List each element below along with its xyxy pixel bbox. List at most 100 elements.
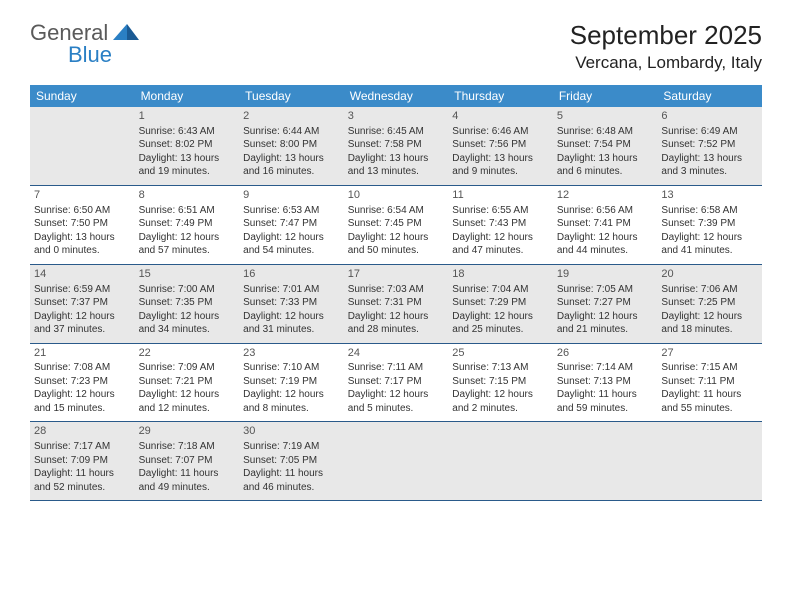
day-header: Thursday — [448, 85, 553, 107]
sunrise-line: Sunrise: 7:17 AM — [34, 440, 131, 454]
empty-cell — [30, 107, 135, 185]
sunrise-line: Sunrise: 7:10 AM — [243, 361, 340, 375]
daylight-line: Daylight: 12 hours and 47 minutes. — [452, 231, 549, 258]
logo: General Blue — [30, 20, 139, 68]
day-number: 15 — [139, 267, 236, 282]
day-number: 18 — [452, 267, 549, 282]
logo-text-blue: Blue — [68, 42, 139, 68]
sunrise-line: Sunrise: 7:19 AM — [243, 440, 340, 454]
sunset-line: Sunset: 7:47 PM — [243, 217, 340, 231]
sunrise-line: Sunrise: 6:51 AM — [139, 204, 236, 218]
day-header: Sunday — [30, 85, 135, 107]
day-cell: 1Sunrise: 6:43 AMSunset: 8:02 PMDaylight… — [135, 107, 240, 185]
day-header: Saturday — [657, 85, 762, 107]
day-cell: 29Sunrise: 7:18 AMSunset: 7:07 PMDayligh… — [135, 422, 240, 500]
sunset-line: Sunset: 8:00 PM — [243, 138, 340, 152]
empty-cell — [344, 422, 449, 500]
daylight-line: Daylight: 13 hours and 0 minutes. — [34, 231, 131, 258]
day-number: 28 — [34, 424, 131, 439]
sunrise-line: Sunrise: 6:59 AM — [34, 283, 131, 297]
daylight-line: Daylight: 11 hours and 52 minutes. — [34, 467, 131, 494]
sunset-line: Sunset: 7:23 PM — [34, 375, 131, 389]
sunset-line: Sunset: 7:58 PM — [348, 138, 445, 152]
sunset-line: Sunset: 8:02 PM — [139, 138, 236, 152]
daylight-line: Daylight: 12 hours and 41 minutes. — [661, 231, 758, 258]
daylight-line: Daylight: 12 hours and 54 minutes. — [243, 231, 340, 258]
daylight-line: Daylight: 12 hours and 50 minutes. — [348, 231, 445, 258]
sunset-line: Sunset: 7:27 PM — [557, 296, 654, 310]
daylight-line: Daylight: 12 hours and 44 minutes. — [557, 231, 654, 258]
sunrise-line: Sunrise: 7:11 AM — [348, 361, 445, 375]
day-cell: 2Sunrise: 6:44 AMSunset: 8:00 PMDaylight… — [239, 107, 344, 185]
day-number: 14 — [34, 267, 131, 282]
day-cell: 13Sunrise: 6:58 AMSunset: 7:39 PMDayligh… — [657, 186, 762, 264]
day-cell: 23Sunrise: 7:10 AMSunset: 7:19 PMDayligh… — [239, 344, 344, 422]
week-row: 14Sunrise: 6:59 AMSunset: 7:37 PM Dayligh… — [30, 265, 762, 344]
daylight-line: Daylight: 12 hours and 28 minutes. — [348, 310, 445, 337]
sunset-line: Sunset: 7:07 PM — [139, 454, 236, 468]
empty-cell — [657, 422, 762, 500]
sunset-line: Sunset: 7:09 PM — [34, 454, 131, 468]
sunrise-line: Sunrise: 6:49 AM — [661, 125, 758, 139]
sunrise-line: Sunrise: 7:05 AM — [557, 283, 654, 297]
sunrise-line: Sunrise: 7:09 AM — [139, 361, 236, 375]
day-cell: 8Sunrise: 6:51 AMSunset: 7:49 PMDaylight… — [135, 186, 240, 264]
day-number: 20 — [661, 267, 758, 282]
sunset-line: Sunset: 7:50 PM — [34, 217, 131, 231]
sunrise-line: Sunrise: 7:03 AM — [348, 283, 445, 297]
sunset-line: Sunset: 7:52 PM — [661, 138, 758, 152]
daylight-line: Daylight: 13 hours and 6 minutes. — [557, 152, 654, 179]
sunset-line: Sunset: 7:35 PM — [139, 296, 236, 310]
sunrise-line: Sunrise: 6:44 AM — [243, 125, 340, 139]
day-cell: 3Sunrise: 6:45 AMSunset: 7:58 PMDaylight… — [344, 107, 449, 185]
day-cell: 25Sunrise: 7:13 AMSunset: 7:15 PMDayligh… — [448, 344, 553, 422]
day-number: 23 — [243, 346, 340, 361]
day-number: 8 — [139, 188, 236, 203]
day-cell: 6Sunrise: 6:49 AMSunset: 7:52 PMDaylight… — [657, 107, 762, 185]
sunrise-line: Sunrise: 6:54 AM — [348, 204, 445, 218]
day-number: 1 — [139, 109, 236, 124]
sunset-line: Sunset: 7:45 PM — [348, 217, 445, 231]
day-number: 16 — [243, 267, 340, 282]
day-number: 3 — [348, 109, 445, 124]
daylight-line: Daylight: 12 hours and 57 minutes. — [139, 231, 236, 258]
sunset-line: Sunset: 7:54 PM — [557, 138, 654, 152]
empty-cell — [553, 422, 658, 500]
day-cell: 18Sunrise: 7:04 AMSunset: 7:29 PMDayligh… — [448, 265, 553, 343]
sunset-line: Sunset: 7:37 PM — [34, 296, 131, 310]
day-cell: 20Sunrise: 7:06 AMSunset: 7:25 PMDayligh… — [657, 265, 762, 343]
day-cell: 28Sunrise: 7:17 AMSunset: 7:09 PMDayligh… — [30, 422, 135, 500]
daylight-line: Daylight: 13 hours and 3 minutes. — [661, 152, 758, 179]
month-title: September 2025 — [570, 20, 762, 51]
day-cell: 9Sunrise: 6:53 AMSunset: 7:47 PMDaylight… — [239, 186, 344, 264]
day-cell: 7Sunrise: 6:50 AMSunset: 7:50 PMDaylight… — [30, 186, 135, 264]
daylight-line: Daylight: 11 hours and 55 minutes. — [661, 388, 758, 415]
daylight-line: Daylight: 13 hours and 13 minutes. — [348, 152, 445, 179]
day-number: 24 — [348, 346, 445, 361]
day-number: 21 — [34, 346, 131, 361]
sunset-line: Sunset: 7:19 PM — [243, 375, 340, 389]
sunrise-line: Sunrise: 7:18 AM — [139, 440, 236, 454]
day-cell: 17Sunrise: 7:03 AMSunset: 7:31 PMDayligh… — [344, 265, 449, 343]
logo-text-wrap: General Blue — [30, 20, 139, 68]
daylight-line: Daylight: 11 hours and 49 minutes. — [139, 467, 236, 494]
day-number: 10 — [348, 188, 445, 203]
sunrise-line: Sunrise: 7:01 AM — [243, 283, 340, 297]
day-cell: 27Sunrise: 7:15 AMSunset: 7:11 PMDayligh… — [657, 344, 762, 422]
day-number: 25 — [452, 346, 549, 361]
sunset-line: Sunset: 7:49 PM — [139, 217, 236, 231]
sunset-line: Sunset: 7:29 PM — [452, 296, 549, 310]
location: Vercana, Lombardy, Italy — [570, 53, 762, 73]
header-block: General Blue September 2025 Vercana, Lom… — [30, 20, 762, 73]
daylight-line: Daylight: 12 hours and 34 minutes. — [139, 310, 236, 337]
sunrise-line: Sunrise: 7:00 AM — [139, 283, 236, 297]
daylight-line: Daylight: 12 hours and 5 minutes. — [348, 388, 445, 415]
sunrise-line: Sunrise: 6:48 AM — [557, 125, 654, 139]
sunset-line: Sunset: 7:17 PM — [348, 375, 445, 389]
daylight-line: Daylight: 12 hours and 8 minutes. — [243, 388, 340, 415]
day-number: 7 — [34, 188, 131, 203]
day-number: 13 — [661, 188, 758, 203]
day-number: 12 — [557, 188, 654, 203]
calendar-weeks: 1Sunrise: 6:43 AMSunset: 8:02 PMDaylight… — [30, 107, 762, 501]
day-cell: 19Sunrise: 7:05 AMSunset: 7:27 PMDayligh… — [553, 265, 658, 343]
